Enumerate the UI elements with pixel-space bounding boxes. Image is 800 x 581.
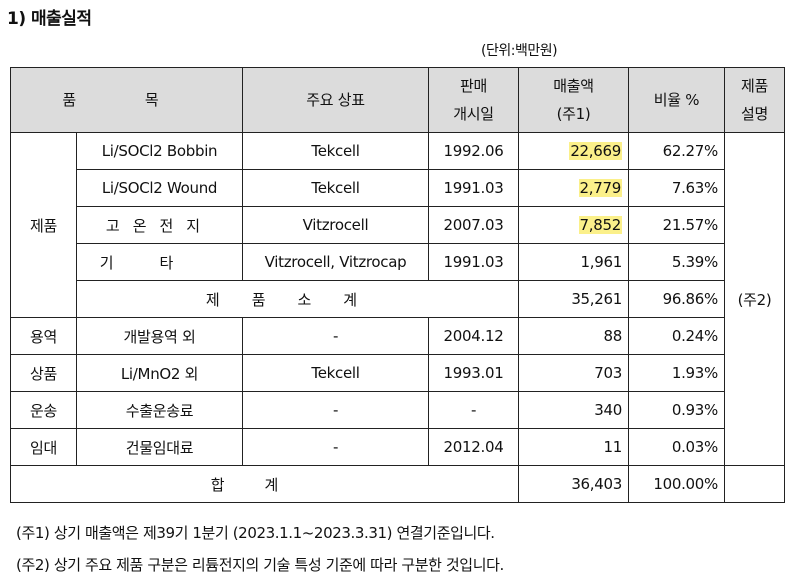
table-row: 용역 개발용역 외 - 2004.12 88 0.24% [10, 317, 785, 355]
cell-item: Li/SOCl2 Bobbin [76, 132, 243, 170]
table-row: 기타 Vitzrocell, Vitzrocap 1991.03 1,961 5… [11, 243, 785, 281]
subtotal-label: 제품소계 [76, 280, 519, 318]
total-desc-empty [724, 465, 785, 503]
table-row: 임대 건물임대료 - 2012.04 11 0.03% [10, 428, 785, 466]
group-rent: 임대 [10, 428, 77, 466]
cell-sales: 88 [518, 317, 629, 355]
cell-sales: 7,852 [518, 206, 629, 244]
header-brand: 주요 상표 [242, 67, 429, 133]
group-transport: 운송 [10, 391, 77, 429]
cell-item: Li/SOCl2 Wound [76, 169, 243, 207]
cell-sales: 703 [518, 354, 629, 392]
cell-sales: 22,669 [518, 132, 629, 170]
cell-ratio: 7.63% [628, 169, 725, 207]
cell-launch: 2012.04 [428, 428, 519, 466]
cell-brand: Tekcell [242, 132, 429, 170]
footnote-2: (주2) 상기 주요 제품 구분은 리튬전지의 기술 특성 기준에 따라 구분한… [16, 556, 504, 574]
table-row: 고온전지 Vitzrocell 2007.03 7,852 21.57% [11, 206, 785, 244]
total-sales: 36,403 [518, 465, 629, 503]
table-row: Li/SOCl2 Wound Tekcell 1991.03 2,779 7.6… [11, 169, 785, 207]
cell-item: 기타 [76, 243, 243, 281]
header-item: 품 목 [10, 67, 243, 133]
cell-ratio: 21.57% [628, 206, 725, 244]
sales-highlight: 22,669 [569, 142, 622, 160]
footnotes: (주1) 상기 매출액은 제39기 1분기 (2023.1.1~2023.3.3… [16, 517, 504, 581]
header-desc: 제품 설명 [724, 67, 785, 133]
unit-label: (단위:백만원) [481, 43, 558, 59]
cell-brand: - [242, 428, 429, 466]
sales-highlight: 7,852 [578, 216, 622, 234]
cell-sales: 340 [518, 391, 629, 429]
desc-note: (주2) [724, 132, 785, 466]
cell-sales: 11 [518, 428, 629, 466]
cell-item: 고온전지 [76, 206, 243, 244]
cell-item: 수출운송료 [76, 391, 243, 429]
subtotal-sales: 35,261 [518, 280, 629, 318]
group-product: 제품 [10, 132, 77, 318]
cell-sales: 2,779 [518, 169, 629, 207]
cell-item: Li/MnO2 외 [76, 354, 243, 392]
header-launch: 판매 개시일 [428, 67, 519, 133]
subtotal-row: 제품소계 35,261 96.86% [11, 280, 785, 318]
cell-launch: 1992.06 [428, 132, 519, 170]
total-label: 합계 [10, 465, 519, 503]
cell-brand: Tekcell [242, 354, 429, 392]
group-service: 용역 [10, 317, 77, 355]
table-row: 제품 Li/SOCl2 Bobbin Tekcell 1992.06 22,66… [10, 132, 785, 466]
cell-brand: Vitzrocell, Vitzrocap [242, 243, 429, 281]
header-ratio: 비율 % [628, 67, 725, 133]
cell-ratio: 62.27% [628, 132, 725, 170]
total-row: 합계 36,403 100.00% [10, 465, 785, 503]
cell-launch: 2007.03 [428, 206, 519, 244]
cell-launch: 1991.03 [428, 169, 519, 207]
cell-brand: Tekcell [242, 169, 429, 207]
cell-launch: 1991.03 [428, 243, 519, 281]
cell-launch: 1993.01 [428, 354, 519, 392]
cell-ratio: 1.93% [628, 354, 725, 392]
cell-ratio: 0.93% [628, 391, 725, 429]
sales-highlight: 2,779 [578, 179, 622, 197]
cell-launch: - [428, 391, 519, 429]
cell-item: 개발용역 외 [76, 317, 243, 355]
cell-brand: Vitzrocell [242, 206, 429, 244]
cell-sales: 1,961 [518, 243, 629, 281]
section-title: 1) 매출실적 [7, 9, 92, 29]
table-row: 운송 수출운송료 - - 340 0.93% [10, 391, 785, 429]
cell-launch: 2004.12 [428, 317, 519, 355]
subtotal-ratio: 96.86% [628, 280, 725, 318]
footnote-1: (주1) 상기 매출액은 제39기 1분기 (2023.1.1~2023.3.3… [16, 524, 495, 542]
cell-ratio: 5.39% [628, 243, 725, 281]
group-goods: 상품 [10, 354, 77, 392]
sales-table: 품 목 주요 상표 판매 개시일 매출액 (주1) 비율 % 제품 설명 제품 Li/… [10, 67, 785, 503]
cell-ratio: 0.03% [628, 428, 725, 466]
cell-item: 건물임대료 [76, 428, 243, 466]
total-ratio: 100.00% [628, 465, 725, 503]
table-row: 상품 Li/MnO2 외 Tekcell 1993.01 703 1.93% [10, 354, 785, 392]
cell-brand: - [242, 391, 429, 429]
cell-brand: - [242, 317, 429, 355]
header-sales: 매출액 (주1) [518, 67, 629, 133]
cell-ratio: 0.24% [628, 317, 725, 355]
table-header-row: 품 목 주요 상표 판매 개시일 매출액 (주1) 비율 % 제품 설명 [10, 67, 785, 133]
